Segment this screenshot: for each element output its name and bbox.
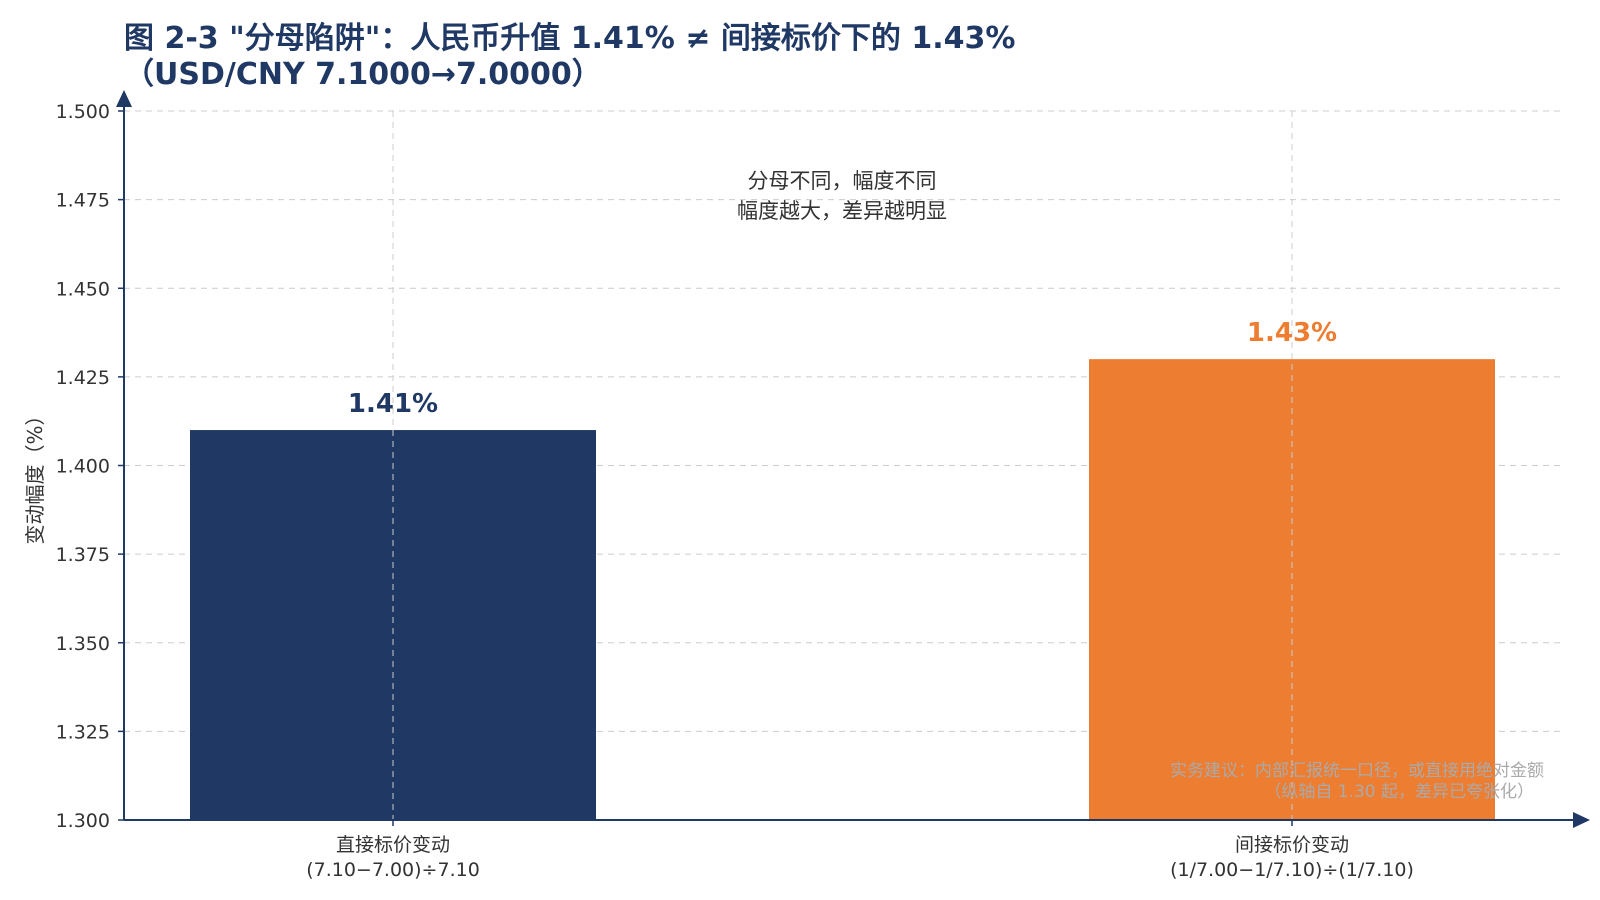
x-axis-arrow: [1573, 812, 1590, 828]
y-tick-label: 1.500: [56, 101, 110, 123]
chart-title-line-1: 图 2-3 "分母陷阱"：人民币升值 1.41% ≠ 间接标价下的 1.43%: [124, 21, 1015, 56]
y-tick-label: 1.375: [56, 544, 110, 566]
category-label-2-line-1: 间接标价变动: [1235, 834, 1349, 856]
data-label-2: 1.43%: [1247, 318, 1337, 348]
y-tick-labels: 1.300 1.325 1.350 1.375 1.400 1.425 1.450 1.475…: [56, 101, 124, 832]
y-tick-label: 1.450: [56, 278, 110, 300]
data-label-1: 1.41%: [348, 389, 438, 419]
bars-layer: [190, 111, 1495, 820]
y-tick-label: 1.400: [56, 456, 110, 478]
y-tick-label: 1.350: [56, 633, 110, 655]
category-label-1-line-2: (7.10−7.00)÷7.10: [306, 859, 480, 881]
category-label-2-line-2: (1/7.00−1/7.10)÷(1/7.10): [1170, 859, 1414, 881]
data-labels: 1.41% 1.43%: [348, 318, 1337, 419]
annotation-line-1: 分母不同，幅度不同: [748, 169, 937, 193]
grid-layer: [124, 110, 1560, 732]
y-tick-label: 1.425: [56, 367, 110, 389]
note-line-1: 实务建议：内部汇报统一口径，或直接用绝对金额: [1170, 761, 1544, 781]
y-axis-arrow: [116, 90, 132, 107]
annotation-line-2: 幅度越大，差异越明显: [737, 199, 947, 223]
category-labels: 直接标价变动 (7.10−7.00)÷7.10 间接标价变动 (1/7.00−1/7.…: [306, 820, 1414, 881]
axes-layer: [116, 90, 1590, 828]
chart-title-line-2: （USD/CNY 7.1000→7.0000）: [124, 57, 602, 92]
y-axis-label: 变动幅度（%）: [23, 405, 47, 544]
y-tick-label: 1.300: [56, 810, 110, 832]
y-tick-label: 1.325: [56, 721, 110, 743]
bar-1: [190, 430, 596, 820]
note-line-2: （纵轴自 1.30 起，差异已夸张化）: [1264, 782, 1534, 802]
y-tick-label: 1.475: [56, 190, 110, 212]
category-label-1-line-1: 直接标价变动: [336, 834, 450, 856]
